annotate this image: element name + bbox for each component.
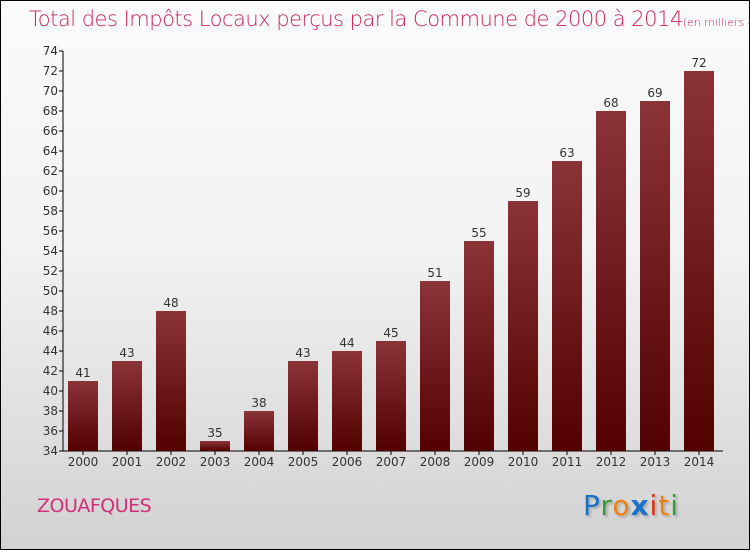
bar-value-label: 44 bbox=[339, 336, 354, 350]
bar-value-label: 51 bbox=[427, 266, 442, 280]
bar-value-label: 38 bbox=[251, 396, 266, 410]
y-tick-label: 34 bbox=[43, 444, 58, 458]
title-text: Total des Impôts Locaux perçus par la Co… bbox=[29, 7, 683, 31]
y-tick-label: 42 bbox=[43, 364, 58, 378]
bar-value-label: 59 bbox=[515, 186, 530, 200]
bar bbox=[112, 361, 142, 451]
y-tick-label: 36 bbox=[43, 424, 58, 438]
y-tick-label: 48 bbox=[43, 304, 58, 318]
bar-value-label: 55 bbox=[471, 226, 486, 240]
x-tick-label: 2005 bbox=[288, 455, 319, 469]
x-tick-label: 2006 bbox=[332, 455, 363, 469]
x-tick-label: 2012 bbox=[596, 455, 627, 469]
title-unit: (en milliers d'€) bbox=[682, 16, 750, 29]
x-tick-label: 2003 bbox=[200, 455, 231, 469]
bar bbox=[156, 311, 186, 451]
bar bbox=[376, 341, 406, 451]
x-tick-label: 2002 bbox=[156, 455, 187, 469]
x-tick-label: 2008 bbox=[420, 455, 451, 469]
bar bbox=[508, 201, 538, 451]
x-tick-label: 2001 bbox=[112, 455, 143, 469]
y-tick-label: 62 bbox=[43, 164, 58, 178]
bar-value-label: 45 bbox=[383, 326, 398, 340]
y-tick-label: 54 bbox=[43, 244, 58, 258]
y-tick-label: 72 bbox=[43, 64, 58, 78]
x-tick-label: 2014 bbox=[684, 455, 715, 469]
bar-value-label: 35 bbox=[207, 426, 222, 440]
bar-value-label: 68 bbox=[603, 96, 618, 110]
x-tick-label: 2009 bbox=[464, 455, 495, 469]
bar-value-label: 43 bbox=[119, 346, 134, 360]
y-tick-label: 38 bbox=[43, 404, 58, 418]
bar-value-label: 41 bbox=[75, 366, 90, 380]
chart-title: Total des Impôts Locaux perçus par la Co… bbox=[29, 7, 750, 31]
bar bbox=[332, 351, 362, 451]
commune-name: ZOUAFQUES bbox=[37, 495, 152, 517]
y-tick-label: 52 bbox=[43, 264, 58, 278]
y-tick-label: 74 bbox=[43, 44, 58, 58]
bar bbox=[68, 381, 98, 451]
y-tick-label: 68 bbox=[43, 104, 58, 118]
y-tick-label: 70 bbox=[43, 84, 58, 98]
bar-value-label: 72 bbox=[691, 56, 706, 70]
proxiti-logo[interactable]: Proxiti bbox=[583, 489, 680, 522]
bar bbox=[464, 241, 494, 451]
y-tick-label: 46 bbox=[43, 324, 58, 338]
bar bbox=[200, 441, 230, 451]
y-tick-label: 40 bbox=[43, 384, 58, 398]
x-tick-label: 2000 bbox=[68, 455, 99, 469]
y-tick-label: 44 bbox=[43, 344, 58, 358]
bar bbox=[596, 111, 626, 451]
y-tick-label: 56 bbox=[43, 224, 58, 238]
x-tick-label: 2013 bbox=[640, 455, 671, 469]
bar bbox=[552, 161, 582, 451]
x-tick-label: 2004 bbox=[244, 455, 275, 469]
bar bbox=[244, 411, 274, 451]
bar-value-label: 63 bbox=[559, 146, 574, 160]
x-tick-label: 2007 bbox=[376, 455, 407, 469]
bar bbox=[420, 281, 450, 451]
bar-value-label: 69 bbox=[647, 86, 662, 100]
y-tick-label: 60 bbox=[43, 184, 58, 198]
bar-value-label: 43 bbox=[295, 346, 310, 360]
y-tick-label: 66 bbox=[43, 124, 58, 138]
bar bbox=[684, 71, 714, 451]
bar bbox=[640, 101, 670, 451]
y-tick-label: 64 bbox=[43, 144, 58, 158]
y-tick-label: 50 bbox=[43, 284, 58, 298]
y-tick-label: 58 bbox=[43, 204, 58, 218]
bar bbox=[288, 361, 318, 451]
bar-value-label: 48 bbox=[163, 296, 178, 310]
x-tick-label: 2011 bbox=[552, 455, 583, 469]
x-tick-label: 2010 bbox=[508, 455, 539, 469]
